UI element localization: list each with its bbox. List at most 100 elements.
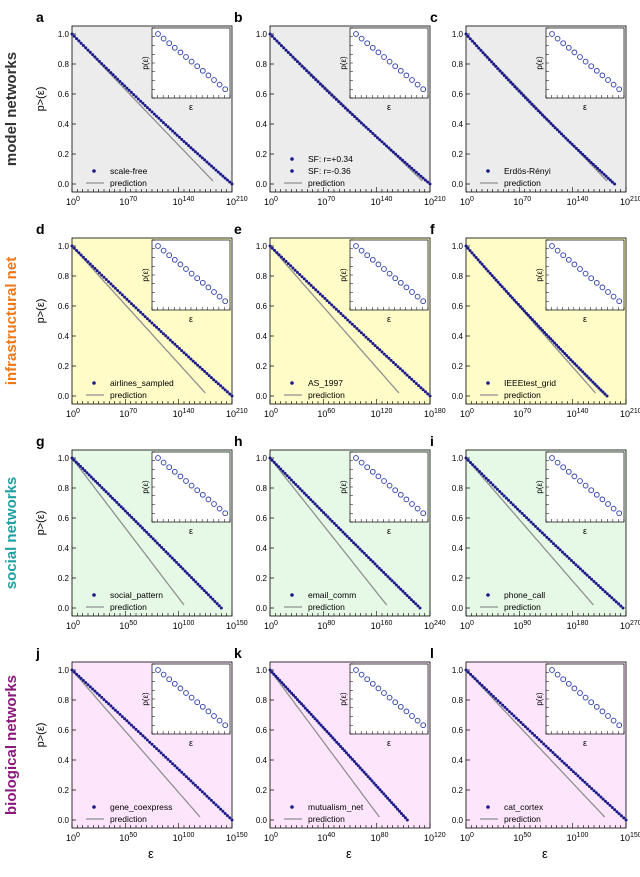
data-point xyxy=(345,534,349,538)
data-point xyxy=(353,324,357,328)
data-point xyxy=(70,668,74,672)
x-tick-exponent: 240 xyxy=(434,620,446,627)
data-point xyxy=(387,356,391,360)
legend-entry: prediction xyxy=(308,178,345,188)
panel-c: c0.00.20.40.60.81.0100 1070 10140 10210p(ε)… xyxy=(430,9,640,207)
data-point xyxy=(270,34,274,38)
data-point xyxy=(507,710,511,714)
x-tick-base: 10 xyxy=(567,833,577,843)
data-point xyxy=(419,174,423,178)
data-point xyxy=(79,253,83,257)
inset-point xyxy=(216,293,223,300)
inset-point xyxy=(605,77,611,83)
inset-point xyxy=(166,40,173,47)
y-tick-label: 0.2 xyxy=(58,574,70,583)
y-tick-label: 0.2 xyxy=(452,574,464,583)
data-point xyxy=(91,53,95,57)
y-tick-label: 0.4 xyxy=(256,120,268,129)
data-point xyxy=(549,748,553,752)
inset-point xyxy=(582,58,589,65)
legend-marker xyxy=(486,593,490,597)
inset-point xyxy=(599,708,606,715)
x-tick-base: 10 xyxy=(513,833,523,843)
data-point xyxy=(417,384,421,388)
x-tick-label: 100 xyxy=(66,620,80,631)
data-point xyxy=(547,537,551,541)
legend-marker xyxy=(290,157,294,161)
data-point xyxy=(129,302,133,306)
legend-entry: cat_cortex xyxy=(504,802,544,812)
x-tick-base: 10 xyxy=(173,409,183,419)
data-point xyxy=(273,248,277,252)
inset-point xyxy=(582,694,589,701)
data-point xyxy=(355,327,359,330)
data-point xyxy=(496,67,500,71)
data-point xyxy=(70,456,74,460)
data-point xyxy=(277,41,281,45)
x-tick-label: 10150 xyxy=(226,620,248,631)
data-point xyxy=(362,123,366,127)
data-point xyxy=(307,495,311,499)
data-point xyxy=(139,732,143,736)
data-point xyxy=(107,702,111,706)
panel-h: h0.00.20.40.60.81.0100 1080 10160 10240p(ε)… xyxy=(234,433,446,631)
data-point xyxy=(471,675,475,679)
data-point xyxy=(504,289,508,293)
data-point xyxy=(209,376,213,380)
data-point xyxy=(295,270,299,274)
legend-marker xyxy=(290,593,294,597)
data-point xyxy=(116,289,120,292)
data-point xyxy=(330,303,334,307)
legend: airlines_sampled prediction xyxy=(86,378,174,400)
inset-point xyxy=(420,298,427,305)
data-point xyxy=(309,73,313,77)
data-point xyxy=(337,100,341,104)
data-point xyxy=(480,262,484,266)
x-tick-exponent: 90 xyxy=(523,620,531,627)
data-point xyxy=(113,498,117,502)
data-point xyxy=(100,695,104,699)
panel-letter: c xyxy=(430,9,438,25)
data-point xyxy=(553,753,557,757)
inset: p(ε) ε xyxy=(339,663,429,748)
x-tick-exponent: 210 xyxy=(236,408,248,415)
inset-point xyxy=(375,473,382,480)
data-point xyxy=(394,583,398,587)
inset: p(ε) ε xyxy=(141,239,231,324)
data-point xyxy=(118,291,122,295)
data-point xyxy=(194,580,198,584)
prediction-line xyxy=(465,457,594,606)
x-tick-base: 10 xyxy=(66,833,76,843)
y-tick-label: 0.4 xyxy=(256,756,268,765)
data-point xyxy=(373,344,377,348)
data-point xyxy=(504,496,508,500)
x-tick-base: 10 xyxy=(460,197,470,207)
data-point xyxy=(138,524,142,528)
data-point xyxy=(392,803,396,807)
inset-point xyxy=(593,491,600,498)
data-point xyxy=(107,68,111,72)
data-point xyxy=(84,258,88,261)
x-tick-exponent: 180 xyxy=(434,408,446,415)
legend-entry: prediction xyxy=(504,814,541,824)
data-point xyxy=(567,356,571,360)
data-point xyxy=(313,717,317,721)
data-point xyxy=(488,271,492,275)
data-point xyxy=(152,745,156,748)
x-tick-exponent: 140 xyxy=(381,196,393,203)
data-point xyxy=(70,32,74,36)
data-point xyxy=(177,135,181,139)
data-point xyxy=(555,755,559,759)
data-point xyxy=(332,521,336,525)
legend-entry: social_pattern xyxy=(110,590,163,600)
data-point xyxy=(596,166,600,170)
data-point xyxy=(311,286,315,290)
data-point xyxy=(610,596,614,600)
data-point xyxy=(333,738,337,742)
data-point xyxy=(270,246,274,250)
data-point xyxy=(505,707,509,711)
inset-point xyxy=(375,49,382,56)
data-point xyxy=(490,60,493,64)
x-axis-label: ε xyxy=(148,846,154,861)
panel-letter: j xyxy=(35,645,40,661)
